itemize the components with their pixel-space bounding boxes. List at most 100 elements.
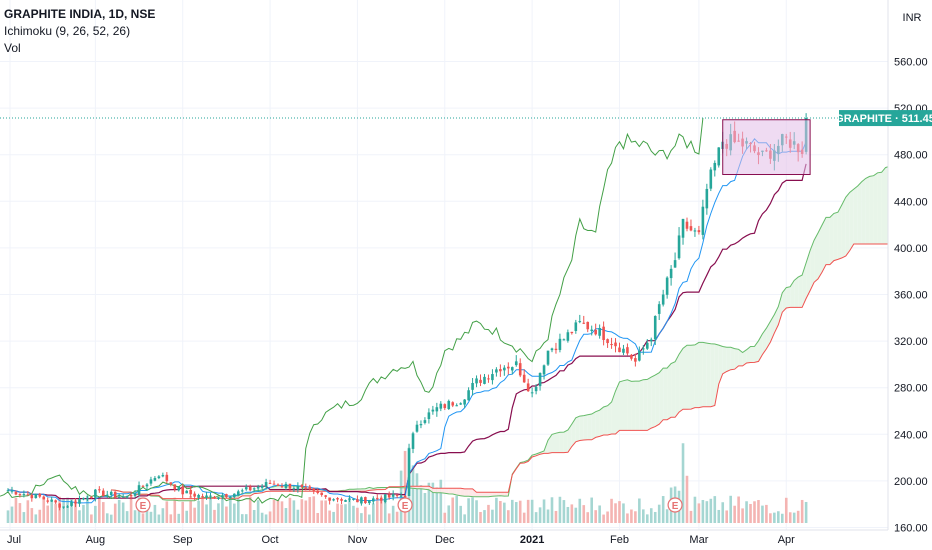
time-tick-label: Sep — [173, 534, 193, 546]
volume-bar — [761, 505, 764, 523]
candle-body — [483, 376, 486, 384]
volume-bar — [38, 509, 42, 523]
volume-bar — [721, 502, 725, 523]
candle-body — [169, 482, 173, 485]
cloud-segment — [794, 277, 799, 308]
volume-bar — [411, 465, 415, 523]
price-axis[interactable]: 160.00 200.00 240.00 280.00 320.00 360.00 400.… — [835, 0, 932, 550]
candle-body — [137, 485, 141, 495]
volume-bar — [248, 496, 252, 523]
candle-body — [320, 492, 323, 495]
volume-bar — [197, 500, 200, 523]
candle-body — [368, 500, 371, 504]
conversion-line — [7, 138, 807, 504]
cloud-segment — [635, 381, 640, 431]
volume-bar — [590, 497, 593, 523]
volume-bar — [10, 506, 14, 523]
volume-bar — [606, 511, 609, 523]
volume-bar — [618, 501, 621, 523]
price-tick-label: 240.00 — [894, 429, 928, 441]
price-tick-label: 560.00 — [894, 57, 928, 69]
candle-body — [677, 235, 681, 259]
cloud-segment — [623, 379, 628, 431]
candle-body — [562, 339, 566, 341]
candle-body — [324, 495, 327, 497]
volume-bar — [725, 510, 729, 523]
candle-body — [209, 495, 212, 497]
symbol-title[interactable]: GRAPHITE INDIA, 1D, NSE — [4, 7, 156, 21]
volume-bar — [74, 499, 77, 523]
candle-body — [54, 500, 57, 503]
volume-bar — [415, 473, 419, 523]
volume-bar — [62, 498, 65, 523]
volume-bar — [741, 508, 744, 523]
volume-bar — [26, 500, 30, 523]
cloud-segment — [683, 345, 687, 410]
candle-body — [185, 490, 188, 494]
volume-bar — [800, 499, 804, 523]
candle-body — [626, 347, 629, 354]
cloud-segment — [615, 381, 620, 434]
volume-bar — [292, 500, 296, 523]
candle-body — [610, 344, 613, 346]
candle-body — [419, 424, 423, 426]
candle-body — [153, 478, 157, 481]
candle-body — [566, 332, 570, 341]
cloud-segment — [468, 488, 473, 497]
volume-bar — [514, 502, 518, 523]
candle-body — [622, 348, 625, 353]
volume-bar — [435, 487, 439, 523]
cloud-segment — [456, 488, 461, 496]
time-tick-label: Mar — [689, 534, 708, 546]
earnings-circle — [135, 497, 151, 513]
volume-bar — [264, 514, 268, 523]
volume-bar — [121, 502, 125, 523]
time-axis[interactable]: Jul Aug Sep Oct Nov Dec 2021 Feb Mar Apr — [0, 529, 888, 546]
candle-body — [221, 495, 224, 498]
volume-bar — [94, 505, 97, 523]
candle-body — [74, 501, 77, 504]
cloud-segment — [806, 250, 811, 299]
candle-body — [201, 496, 204, 498]
volume-bar — [86, 495, 89, 523]
cloud-segment — [738, 349, 743, 366]
volume-bar — [780, 513, 784, 523]
earnings-label: E — [140, 501, 147, 512]
cloud-segment — [798, 275, 803, 308]
volume-bar — [308, 497, 312, 523]
volume-bar — [463, 514, 466, 523]
candle-body — [689, 226, 693, 231]
candle-body — [14, 491, 18, 495]
candle-body — [514, 361, 518, 366]
volume-label[interactable]: Vol — [4, 41, 21, 55]
candle-body — [284, 483, 288, 489]
candle-body — [82, 497, 85, 500]
volume-bar — [471, 497, 474, 523]
candle-body — [435, 407, 439, 412]
candle-body — [312, 488, 316, 491]
time-tick-label: Feb — [610, 534, 629, 546]
candle-body — [657, 304, 661, 314]
candle-body — [558, 338, 562, 350]
volume-bar — [530, 499, 534, 523]
volume-bar — [304, 500, 308, 523]
indicator-label[interactable]: Ichimoku (9, 26, 52, 26) — [4, 24, 131, 38]
candle-body — [109, 491, 113, 496]
candle-body — [90, 496, 93, 498]
volume-bar — [296, 509, 300, 523]
volume-bar — [642, 509, 645, 523]
cloud-segment — [718, 345, 723, 384]
candle-body — [665, 277, 669, 295]
cloud-segment — [675, 354, 680, 418]
cloud-segment — [627, 379, 632, 431]
volume-bar — [586, 512, 590, 523]
cloud-segment — [679, 348, 683, 413]
candle-body — [407, 448, 411, 496]
price-tick-label: 480.00 — [894, 150, 928, 162]
time-tick-label: Jul — [7, 534, 21, 546]
cloud-segment — [845, 192, 850, 256]
candle-body — [101, 490, 105, 497]
candle-body — [522, 374, 526, 383]
cloud-segment — [865, 176, 870, 244]
